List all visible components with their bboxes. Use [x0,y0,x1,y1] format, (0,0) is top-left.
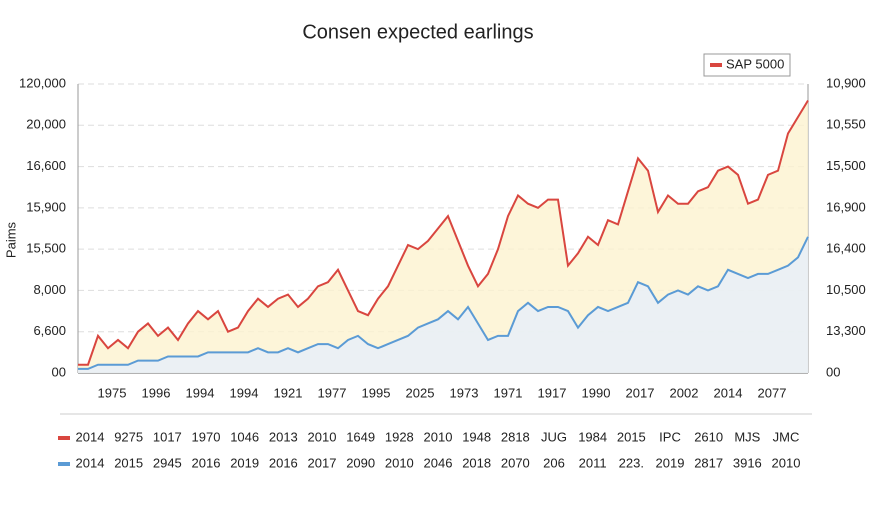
y2-tick-label: 10,900 [826,75,866,90]
x-tick-label: 2025 [406,385,435,400]
y-tick-label: 20,000 [26,117,66,132]
x-tick-label: 1996 [142,385,171,400]
x-tick-label: 1975 [98,385,127,400]
row-cell: 1948 [462,429,491,444]
row-cell: 2010 [772,455,801,470]
legend-label: SAP 5000 [726,56,784,71]
series-area [78,236,808,373]
y-tick-label: 15,900 [26,199,66,214]
row-cell: 2016 [192,455,221,470]
row-cell: 2070 [501,455,530,470]
y-tick-label: 00 [52,364,66,379]
y-axis-label: Paims [3,221,18,258]
legend-box [703,53,791,77]
y-tick-label: 16,600 [26,158,66,173]
x-tick-label: 2077 [758,385,787,400]
row-cell: 2010 [424,429,453,444]
x-tick-label: 2002 [670,385,699,400]
x-tick-label: 1994 [230,385,259,400]
x-tick-label: 1971 [494,385,523,400]
row-cell: 2014 [76,429,105,444]
y2-tick-label: 16,900 [826,199,866,214]
row-cell: 2010 [308,429,337,444]
x-tick-label: 2017 [626,385,655,400]
row-cell: JUG [541,429,567,444]
row-cell: 2610 [694,429,723,444]
x-tick-label: 2014 [714,385,743,400]
row-cell: 9275 [114,429,143,444]
row-cell: 1928 [385,429,414,444]
row-cell: 1017 [153,429,182,444]
row-cell: 2011 [579,455,607,470]
row-cell: 2015 [114,455,143,470]
y2-tick-label: 00 [826,364,840,379]
row-cell: MJS [734,429,760,444]
row-cell: 2817 [694,455,723,470]
row-cell: 2014 [76,455,105,470]
row-cell: 1970 [192,429,221,444]
series-line [78,236,809,370]
row-cell: 2945 [153,455,182,470]
series-line [78,99,809,366]
row-cell: 1984 [578,429,607,444]
y-tick-label: 120,000 [19,75,66,90]
row-cell: 223. [619,455,644,470]
x-tick-label: 1994 [186,385,215,400]
y-tick-label: 6,600 [33,323,66,338]
x-tick-label: 1990 [582,385,611,400]
x-tick-label: 1973 [450,385,479,400]
row-cell: JMC [773,429,800,444]
row-cell: IPC [659,429,681,444]
y2-tick-label: 16,400 [826,241,866,256]
row-cell: 2013 [269,429,298,444]
row-cell: 2010 [385,455,414,470]
row-cell: 1046 [230,429,259,444]
x-tick-label: 1995 [362,385,391,400]
y2-tick-label: 10,500 [826,282,866,297]
row-cell: 2019 [230,455,259,470]
row-cell: 2019 [656,455,685,470]
y-tick-label: 15,500 [26,241,66,256]
row-cell: 2018 [462,455,491,470]
x-tick-label: 1977 [318,385,347,400]
y-tick-label: 8,000 [33,282,66,297]
row-cell: 2016 [269,455,298,470]
y2-tick-label: 13,300 [826,323,866,338]
row-cell: 2090 [346,455,375,470]
row-cell: 2046 [424,455,453,470]
row-cell: 206 [543,455,565,470]
row-cell: 1649 [346,429,375,444]
row-cell: 2015 [617,429,646,444]
y2-tick-label: 15,500 [826,158,866,173]
row-cell: 2017 [308,455,337,470]
row-cell: 3916 [733,455,762,470]
chart-title: Consen expected earlings [302,21,533,43]
row-cell: 2818 [501,429,530,444]
x-tick-label: 1917 [538,385,567,400]
x-tick-label: 1921 [274,385,303,400]
y2-tick-label: 10,550 [826,117,866,132]
